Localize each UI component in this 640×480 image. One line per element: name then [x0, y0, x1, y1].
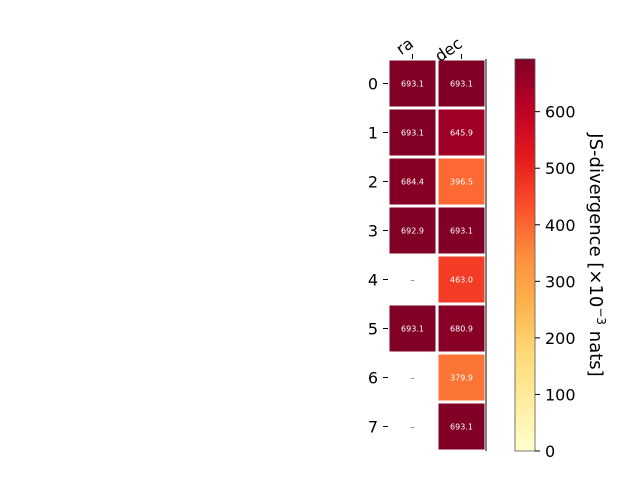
heatmap-cell-value: 463.0	[450, 276, 473, 285]
row-label: 6	[368, 369, 378, 388]
colorbar: 0 100 200 300 400 500 600 JS-divergence [×10−3…	[514, 58, 608, 461]
heatmap-cell-value: 684.4	[401, 178, 424, 187]
heatmap-cell-value: 680.9	[450, 325, 473, 334]
colorbar-tick-label: 500	[545, 159, 576, 178]
heatmap-cell-value: 693.1	[450, 80, 473, 89]
colorbar-tick-label: 400	[545, 216, 576, 235]
colorbar-tick-label: 300	[545, 272, 576, 291]
colorbar-tick-label: 0	[545, 442, 555, 461]
row-tick-labels: 0 1 2 3 4 5 6 7	[368, 75, 388, 437]
heatmap-cell	[438, 403, 485, 450]
heatmap-cell	[389, 60, 436, 107]
heatmap-cell	[438, 158, 485, 205]
column-label: ra	[392, 34, 416, 59]
colorbar-tick-label: 200	[545, 329, 576, 348]
heatmap-cell	[389, 158, 436, 205]
row-label: 2	[368, 173, 378, 192]
row-label: 4	[368, 271, 378, 290]
colorbar-tick-label: 100	[545, 385, 576, 404]
heatmap-cell	[438, 305, 485, 352]
heatmap-cell-missing: –	[410, 276, 415, 286]
heatmap-cell-value: 692.9	[401, 227, 424, 236]
row-label: 3	[368, 222, 378, 241]
heatmap-cell	[438, 109, 485, 156]
heatmap-cell	[438, 354, 485, 401]
heatmap-cell-value: 693.1	[401, 80, 424, 89]
heatmap-cell-value: 693.1	[450, 423, 473, 432]
heatmap-cell-value: 379.9	[450, 374, 473, 383]
heatmap-cell	[389, 109, 436, 156]
colorbar-ticks: 0 100 200 300 400 500 600	[535, 103, 576, 461]
heatmap-cell-value: 645.9	[450, 129, 473, 138]
heatmap-cell	[389, 305, 436, 352]
heatmap-cell-value: 693.1	[401, 325, 424, 334]
heatmap-cell-value: 693.1	[401, 129, 424, 138]
row-label: 5	[368, 320, 378, 339]
row-label: 1	[368, 124, 378, 143]
heatmap-cells: 693.1 693.1 693.1 645.9 684.4 396.5 692.9 693.1…	[389, 60, 485, 450]
heatmap-cell	[389, 207, 436, 254]
heatmap-cell-value: 396.5	[450, 178, 473, 187]
heatmap-cell	[438, 256, 485, 303]
colorbar-label: JS-divergence [×10−3 nats]	[585, 132, 608, 376]
row-label: 7	[368, 418, 378, 437]
colorbar-tick-label: 600	[545, 103, 576, 122]
heatmap-cell	[438, 60, 485, 107]
row-label: 0	[368, 75, 378, 94]
heatmap-cell-missing: –	[410, 423, 415, 433]
heatmap-cell-value: 693.1	[450, 227, 473, 236]
heatmap-cell	[438, 207, 485, 254]
heatmap-cell-missing: –	[410, 374, 415, 384]
colorbar-gradient	[514, 58, 536, 452]
